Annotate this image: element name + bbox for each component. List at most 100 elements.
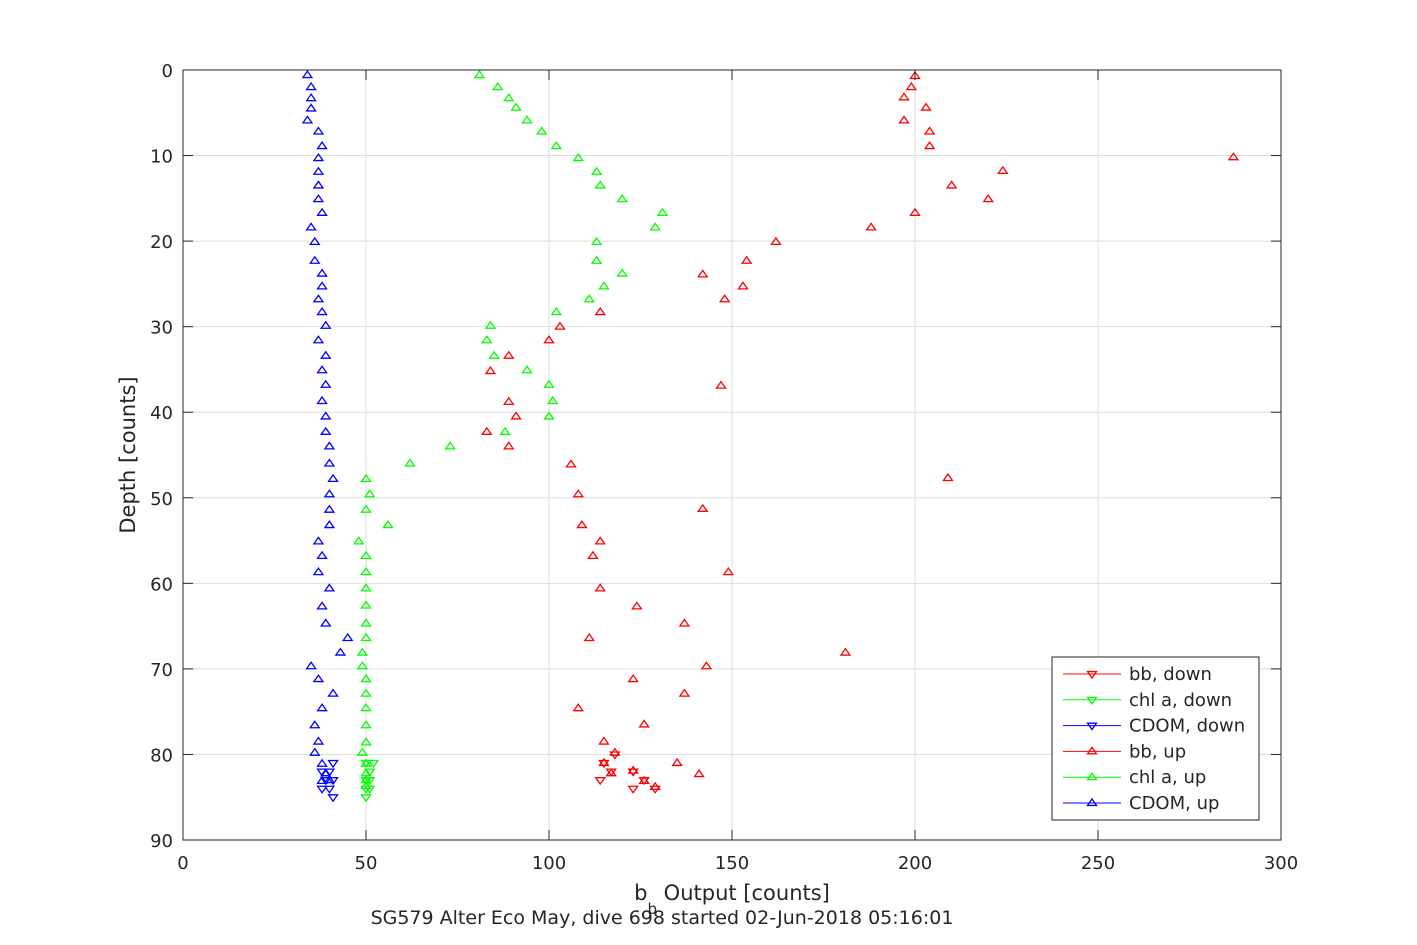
data-point-marker: [305, 222, 317, 231]
legend-label: CDOM, up: [1129, 793, 1219, 814]
data-point-marker: [594, 777, 606, 786]
legend-marker: [1086, 772, 1098, 781]
data-point-marker: [323, 774, 336, 784]
data-point-marker: [923, 126, 936, 135]
legend: bb, down chl a, down CDOM, down bb, up chl a…: [1051, 656, 1260, 821]
data-point-marker: [923, 140, 936, 150]
data-point-marker: [327, 759, 339, 769]
data-point-marker: [360, 758, 372, 767]
data-point-marker: [312, 335, 325, 344]
data-point-marker: [590, 255, 603, 264]
data-point-marker: [309, 255, 321, 264]
data-point-marker: [312, 126, 325, 135]
data-point-marker: [865, 222, 877, 231]
data-point-marker: [484, 365, 497, 375]
data-point-marker: [484, 320, 497, 329]
data-point-marker: [305, 81, 317, 91]
data-point-marker: [312, 673, 325, 683]
data-point-marker: [594, 583, 606, 592]
data-point-marker: [301, 69, 314, 79]
figure-caption: SG579 Alter Eco May, dive 698 started 02…: [371, 907, 954, 929]
series-5: [301, 69, 354, 785]
legend-label: bb, down: [1129, 664, 1212, 685]
data-point-marker: [521, 365, 533, 374]
data-point-marker: [305, 93, 317, 102]
x-axis-ticks: 0 50 100 150 200 250 300: [177, 70, 1298, 874]
data-point-marker: [356, 661, 369, 670]
data-point-marker: [481, 335, 493, 344]
x-axis-label: bb Output [counts]: [634, 881, 830, 918]
data-point-marker: [323, 785, 336, 794]
x-tick-label: 250: [1081, 853, 1115, 874]
data-point-marker: [316, 601, 328, 610]
data-point-marker: [309, 747, 321, 756]
data-point-marker: [502, 350, 515, 359]
data-point-marker: [323, 519, 336, 529]
data-point-marker: [309, 236, 321, 246]
data-point-marker: [327, 777, 339, 786]
data-point-marker: [360, 780, 372, 790]
data-point-marker: [598, 759, 610, 769]
data-point-marker: [360, 473, 372, 483]
data-point-marker: [316, 395, 328, 405]
x-tick-label: 0: [177, 853, 188, 874]
data-point-marker: [312, 536, 325, 545]
data-point-marker: [360, 504, 372, 513]
data-point-marker: [502, 441, 515, 450]
data-point-marker: [594, 306, 606, 316]
data-point-marker: [312, 567, 325, 576]
series-2: [316, 759, 339, 803]
data-point-marker: [360, 583, 372, 592]
data-point-marker: [638, 775, 650, 785]
data-point-marker: [693, 768, 705, 778]
data-point-marker: [316, 140, 328, 150]
data-point-marker: [319, 618, 332, 627]
data-point-marker: [631, 601, 643, 610]
data-point-marker: [945, 180, 958, 189]
data-point-marker: [316, 281, 328, 290]
data-point-marker: [696, 269, 709, 278]
data-point-marker: [316, 703, 328, 712]
data-markers: [301, 69, 1240, 803]
data-point-marker: [572, 703, 585, 712]
y-tick-label: 70: [150, 660, 173, 681]
data-point-marker: [481, 426, 493, 435]
data-point-marker: [316, 268, 328, 277]
data-point-marker: [360, 688, 372, 697]
data-point-marker: [649, 222, 661, 231]
data-point-marker: [770, 236, 782, 246]
data-point-marker: [543, 335, 555, 344]
y-tick-label: 80: [150, 745, 173, 766]
data-point-marker: [316, 775, 328, 785]
legend-item: chl a, up: [1063, 767, 1206, 788]
data-point-marker: [550, 140, 563, 150]
data-point-marker: [554, 321, 566, 330]
data-point-marker: [316, 207, 328, 216]
data-point-marker: [627, 673, 639, 683]
x-tick-label: 50: [355, 853, 378, 874]
data-point-marker: [352, 536, 365, 545]
data-point-marker: [718, 294, 731, 303]
data-point-marker: [572, 489, 585, 498]
legend-marker: [1086, 722, 1098, 731]
data-point-marker: [572, 152, 585, 162]
data-point-marker: [590, 236, 603, 246]
data-point-marker: [521, 115, 533, 124]
data-point-marker: [312, 166, 325, 175]
data-point-marker: [319, 411, 332, 420]
y-tick-label: 90: [150, 831, 173, 852]
x-tick-label: 150: [715, 853, 749, 874]
data-point-marker: [543, 411, 555, 420]
data-point-marker: [740, 255, 753, 264]
data-point-marker: [382, 519, 394, 529]
series-4: [352, 69, 669, 790]
data-point-marker: [722, 567, 735, 576]
data-point-marker: [323, 441, 336, 450]
data-point-marker: [316, 306, 328, 316]
data-point-marker: [638, 719, 650, 728]
y-tick-label: 60: [150, 574, 173, 595]
x-tick-label: 100: [532, 853, 566, 874]
data-point-marker: [316, 758, 328, 767]
y-tick-label: 50: [150, 489, 173, 510]
data-point-marker: [360, 703, 372, 712]
